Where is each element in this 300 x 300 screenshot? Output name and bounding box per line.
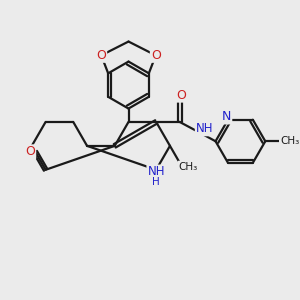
- Text: CH₃: CH₃: [280, 136, 300, 146]
- Text: O: O: [151, 49, 161, 62]
- Text: CH₃: CH₃: [178, 162, 198, 172]
- Text: O: O: [96, 49, 106, 62]
- Text: NH: NH: [147, 166, 165, 178]
- Text: O: O: [176, 88, 186, 102]
- Text: H: H: [152, 177, 160, 187]
- Text: O: O: [25, 145, 35, 158]
- Text: N: N: [222, 110, 231, 124]
- Text: NH: NH: [196, 122, 213, 135]
